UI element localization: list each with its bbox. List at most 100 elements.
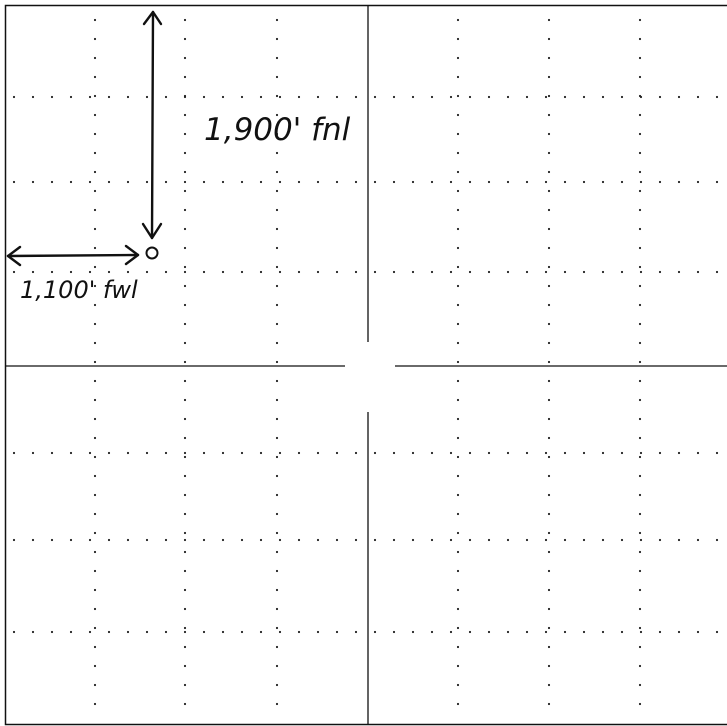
grid-dot <box>93 208 97 212</box>
grid-dot <box>278 180 282 184</box>
grid-dot <box>297 270 301 274</box>
grid-dot <box>638 474 642 478</box>
grid-dot <box>183 270 187 274</box>
grid-dot <box>31 451 35 455</box>
grid-dot <box>601 630 605 634</box>
grid-dot <box>547 132 551 136</box>
grid-dot <box>259 630 263 634</box>
grid-dot <box>563 451 567 455</box>
grid-dot <box>411 451 415 455</box>
grid-dot <box>638 360 642 364</box>
grid-dot <box>639 180 643 184</box>
grid-dot <box>544 270 548 274</box>
grid-dot <box>456 436 460 440</box>
grid-dot <box>183 626 187 630</box>
grid-dot <box>638 284 642 288</box>
grid-dot <box>93 246 97 250</box>
grid-dot <box>677 451 681 455</box>
grid-dot <box>411 180 415 184</box>
grid-dot <box>275 94 279 98</box>
grid-dot <box>183 284 187 288</box>
grid-dot <box>544 538 548 542</box>
grid-dot <box>183 227 187 231</box>
grid-dot <box>240 180 244 184</box>
grid-dot <box>563 270 567 274</box>
grid-dot <box>93 303 97 307</box>
grid-dot <box>50 95 54 99</box>
fnl-arrow-shaft <box>150 10 155 240</box>
grid-dot <box>456 151 460 155</box>
grid-dot <box>373 270 377 274</box>
grid-dot <box>275 607 279 611</box>
grid-dot <box>563 180 567 184</box>
grid-dot <box>126 270 130 274</box>
grid-dot <box>638 303 642 307</box>
grid-dot <box>638 56 642 60</box>
grid-dot <box>547 645 551 649</box>
grid-dot <box>547 303 551 307</box>
grid-dot <box>164 538 168 542</box>
grid-dot <box>316 180 320 184</box>
grid-dot <box>392 270 396 274</box>
grid-dot <box>547 113 551 117</box>
grid-dot <box>31 270 35 274</box>
grid-dot <box>183 531 187 535</box>
grid-dot <box>145 180 149 184</box>
grid-dot <box>525 180 529 184</box>
grid-dot <box>547 151 551 155</box>
grid-dot <box>582 270 586 274</box>
grid-dot <box>183 151 187 155</box>
grid-dot <box>297 180 301 184</box>
grid-dot <box>392 180 396 184</box>
grid-dot <box>456 455 460 459</box>
grid-dot <box>145 538 149 542</box>
grid-dot <box>93 18 97 22</box>
grid-dot <box>183 132 187 136</box>
grid-dot <box>275 265 279 269</box>
grid-dot <box>638 151 642 155</box>
grid-dot <box>430 180 434 184</box>
grid-dot <box>456 322 460 326</box>
grid-dot <box>275 664 279 668</box>
grid-dot <box>183 208 187 212</box>
grid-dot <box>12 95 16 99</box>
grid-dot <box>93 493 97 497</box>
grid-dot <box>126 180 130 184</box>
grid-dot <box>126 451 130 455</box>
grid-dot <box>202 451 206 455</box>
grid-dot <box>183 455 187 459</box>
grid-dot <box>373 538 377 542</box>
grid-dot <box>275 322 279 326</box>
grid-dot <box>275 284 279 288</box>
grid-dot <box>638 493 642 497</box>
grid-dot <box>468 630 472 634</box>
grid-dot <box>354 180 358 184</box>
grid-dot <box>93 512 97 516</box>
fwl-dimension-arrow <box>6 244 140 267</box>
grid-dot <box>93 113 97 117</box>
grid-dot <box>335 95 339 99</box>
grid-dot <box>456 75 460 79</box>
grid-dot <box>69 270 73 274</box>
grid-dot <box>145 630 149 634</box>
grid-dot <box>221 180 225 184</box>
grid-dot <box>547 493 551 497</box>
grid-dot <box>456 626 460 630</box>
grid-dot <box>638 189 642 193</box>
grid-dot <box>183 95 187 99</box>
grid-dot <box>620 630 624 634</box>
grid-dot <box>183 550 187 554</box>
grid-dot <box>547 56 551 60</box>
grid-dot <box>715 270 719 274</box>
grid-dot <box>638 379 642 383</box>
grid-dot <box>620 95 624 99</box>
fwl-arrowhead-right <box>124 244 140 266</box>
grid-dot <box>275 531 279 535</box>
grid-dot <box>547 18 551 22</box>
grid-dot <box>93 151 97 155</box>
grid-dot <box>468 180 472 184</box>
grid-dot <box>202 95 206 99</box>
grid-dot <box>164 270 168 274</box>
grid-dot <box>638 569 642 573</box>
grid-dot <box>430 630 434 634</box>
